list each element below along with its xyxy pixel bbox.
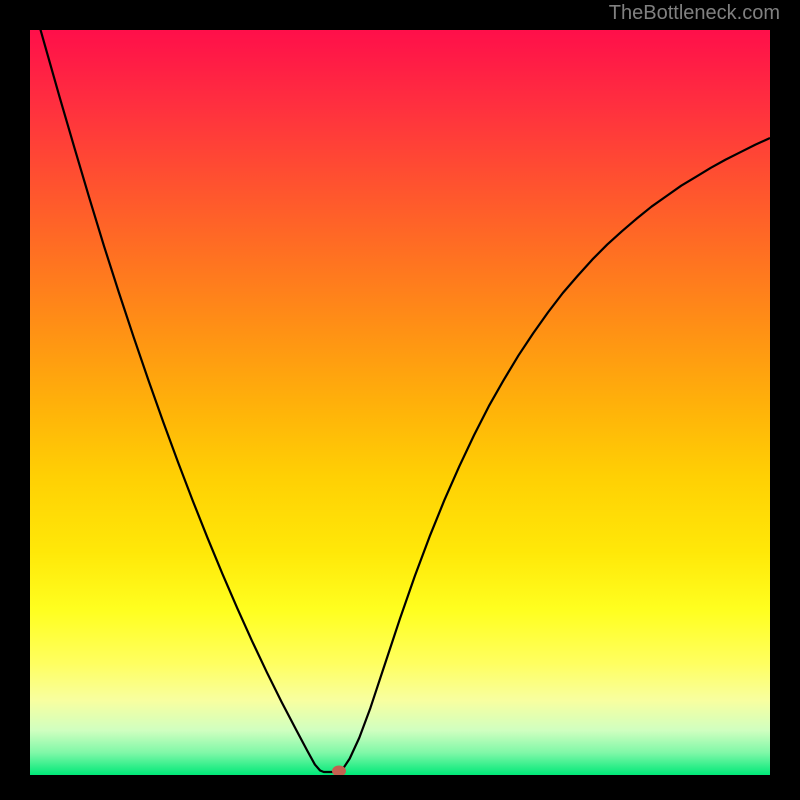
plot-area: [30, 30, 770, 775]
chart-background-gradient: [30, 30, 770, 775]
optimum-point-marker: [332, 765, 346, 775]
watermark-text: TheBottleneck.com: [609, 2, 780, 25]
